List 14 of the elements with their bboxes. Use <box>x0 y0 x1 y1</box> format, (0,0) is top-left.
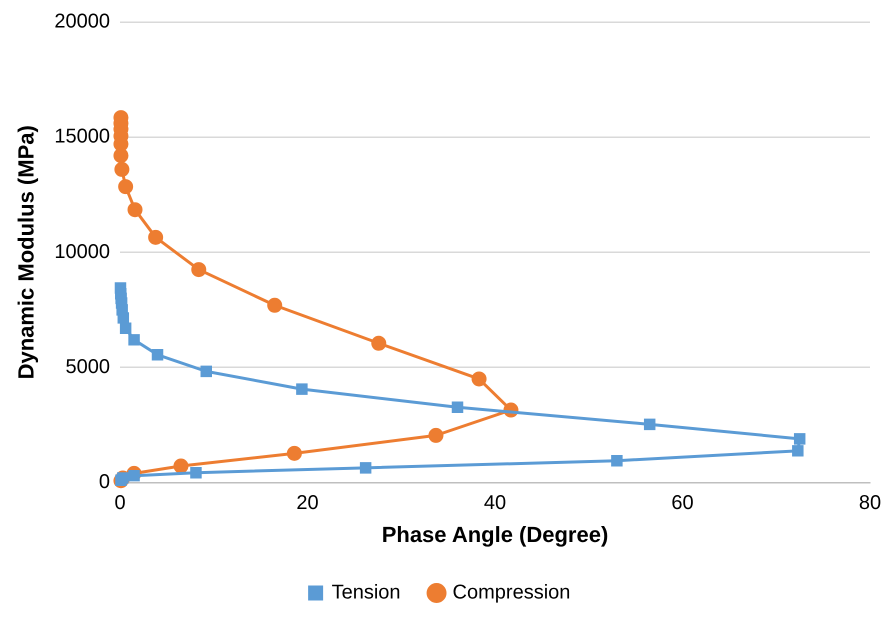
x-axis-title: Phase Angle (Degree) <box>382 522 608 547</box>
y-axis-title: Dynamic Modulus (MPa) <box>13 125 38 380</box>
x-tick-label: 80 <box>858 492 882 514</box>
legend-label: Compression <box>452 582 570 604</box>
legend-label: Tension <box>332 582 401 604</box>
y-tick-label: 15000 <box>54 126 110 148</box>
y-tick-label: 10000 <box>54 240 110 263</box>
x-tick-label: 60 <box>671 492 694 514</box>
y-tick-label: 20000 <box>54 10 110 33</box>
x-tick-label: 0 <box>114 492 126 514</box>
y-tick-label: 5000 <box>66 356 110 378</box>
y-tick-label: 0 <box>98 471 110 494</box>
x-tick-label: 40 <box>484 492 506 514</box>
x-tick-label: 20 <box>296 492 319 514</box>
